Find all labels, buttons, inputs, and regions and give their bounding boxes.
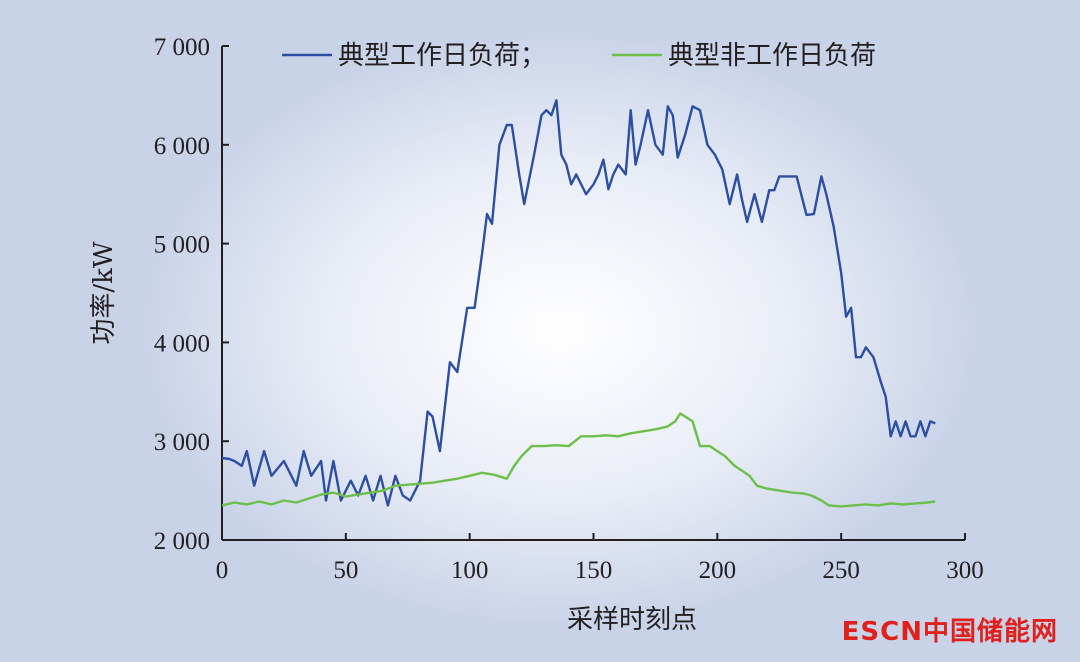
axes: 0 50 100 150 200 250 300 2 000 3 000 4 000 5 000 6 … bbox=[154, 34, 984, 584]
y-tick-label: 5 000 bbox=[154, 232, 210, 259]
x-tick-label: 200 bbox=[699, 557, 737, 584]
legend: 典型工作日负荷； 典型非工作日负荷 bbox=[282, 41, 876, 71]
escn-watermark-logo: ESCN中国储能网 bbox=[841, 617, 1058, 647]
y-tick-label: 2 000 bbox=[154, 528, 210, 555]
x-tick-label: 250 bbox=[822, 557, 860, 584]
x-axis-label: 采样时刻点 bbox=[567, 605, 697, 635]
series-line-0 bbox=[221, 99, 936, 507]
y-axis-label: 功率/kW bbox=[89, 241, 119, 345]
y-tick-label: 6 000 bbox=[154, 133, 210, 160]
y-tick-label: 7 000 bbox=[154, 34, 210, 61]
legend-label-1: 典型非工作日负荷 bbox=[668, 41, 876, 71]
x-tick-label: 100 bbox=[451, 557, 489, 584]
series-lines bbox=[221, 99, 936, 508]
x-tick-label: 50 bbox=[333, 557, 358, 584]
y-tick-label: 3 000 bbox=[154, 429, 210, 456]
y-tick-label: 4 000 bbox=[154, 330, 210, 357]
x-tick-label: 300 bbox=[946, 557, 984, 584]
series-line-1 bbox=[221, 412, 936, 508]
x-tick-label: 150 bbox=[575, 557, 613, 584]
x-tick-label: 0 bbox=[216, 557, 229, 584]
legend-label-0: 典型工作日负荷； bbox=[338, 41, 546, 71]
